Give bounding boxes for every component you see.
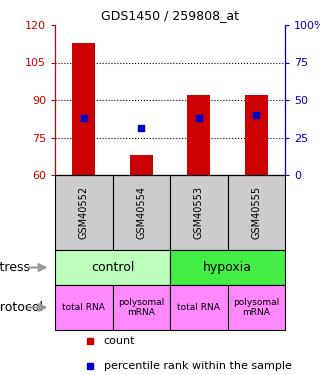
Bar <box>170 175 228 250</box>
Text: stress: stress <box>0 261 30 274</box>
Bar <box>113 285 170 330</box>
Bar <box>55 285 113 330</box>
Bar <box>187 95 210 175</box>
Bar <box>170 250 285 285</box>
Point <box>196 114 201 120</box>
Point <box>81 114 86 120</box>
Bar <box>245 95 268 175</box>
Point <box>139 124 144 130</box>
Bar <box>72 42 95 175</box>
Text: GSM40554: GSM40554 <box>136 186 146 239</box>
Title: GDS1450 / 259808_at: GDS1450 / 259808_at <box>101 9 239 22</box>
Bar <box>228 285 285 330</box>
Bar <box>55 250 170 285</box>
Text: polysomal
mRNA: polysomal mRNA <box>118 298 164 317</box>
Text: GSM40552: GSM40552 <box>79 186 89 239</box>
Bar <box>170 285 228 330</box>
Text: control: control <box>91 261 134 274</box>
Bar <box>130 155 153 175</box>
Text: hypoxia: hypoxia <box>203 261 252 274</box>
Text: total RNA: total RNA <box>62 303 105 312</box>
Text: protocol: protocol <box>0 301 44 314</box>
Text: percentile rank within the sample: percentile rank within the sample <box>104 361 292 371</box>
Bar <box>55 175 113 250</box>
Bar <box>113 175 170 250</box>
Text: polysomal
mRNA: polysomal mRNA <box>233 298 279 317</box>
Point <box>254 112 259 118</box>
Text: GSM40555: GSM40555 <box>251 186 261 239</box>
Bar <box>228 175 285 250</box>
Text: total RNA: total RNA <box>177 303 220 312</box>
Text: count: count <box>104 336 135 346</box>
Text: GSM40553: GSM40553 <box>194 186 204 239</box>
